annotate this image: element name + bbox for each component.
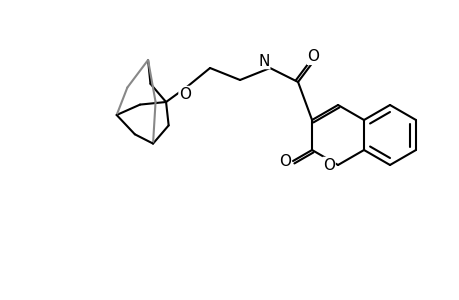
Text: O: O bbox=[307, 49, 319, 64]
Text: N: N bbox=[258, 53, 269, 68]
Text: O: O bbox=[322, 158, 334, 172]
Text: O: O bbox=[179, 86, 190, 101]
Text: O: O bbox=[279, 154, 291, 169]
